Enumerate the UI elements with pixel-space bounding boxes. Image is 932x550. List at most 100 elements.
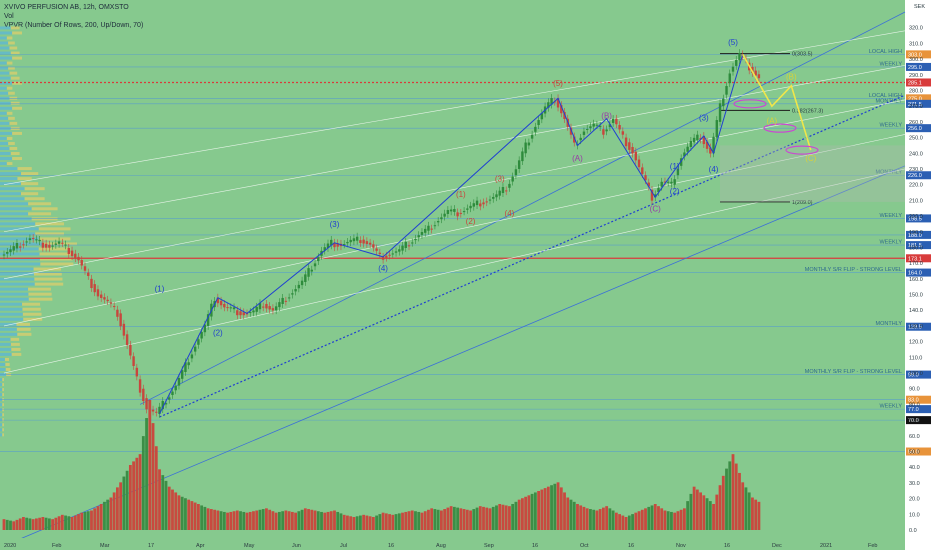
trendline-dotted xyxy=(159,94,906,418)
volume-bar xyxy=(614,512,618,530)
candle xyxy=(336,243,339,247)
price-tag xyxy=(906,50,931,59)
volume-bar xyxy=(751,497,754,530)
vpvr-bar-down xyxy=(33,267,62,271)
candle xyxy=(151,409,155,412)
vpvr-bar-up xyxy=(0,121,10,125)
vpvr-bar-down xyxy=(22,312,42,316)
volume-bar xyxy=(12,521,16,530)
vpvr-bar-up xyxy=(0,222,36,226)
vpvr-bar-up xyxy=(0,91,9,95)
volume-bar xyxy=(203,506,207,530)
volume-bar xyxy=(371,517,375,530)
candle xyxy=(657,188,660,192)
vpvr-bar-down xyxy=(9,46,18,50)
candle xyxy=(485,201,488,203)
x-tick-label: Apr xyxy=(196,543,205,549)
vpvr-bar-down xyxy=(38,227,71,231)
volume-bar xyxy=(627,515,631,530)
wave-label: (4) xyxy=(709,165,719,174)
y-tick-label: 130.0 xyxy=(909,324,923,330)
candle xyxy=(644,175,647,181)
x-tick-label: May xyxy=(244,543,255,549)
vpvr-bar-down xyxy=(34,282,64,286)
candle xyxy=(430,228,433,230)
volume-bar xyxy=(148,400,152,530)
x-tick-label: 17 xyxy=(148,543,154,549)
vpvr-bar-down xyxy=(24,187,45,191)
candle xyxy=(728,73,731,84)
price-tag xyxy=(906,230,931,239)
y-tick-label: 280.0 xyxy=(909,88,923,94)
price-tag xyxy=(906,171,931,180)
volume-bar xyxy=(550,485,553,530)
vpvr-bar-up xyxy=(0,413,3,417)
volume-bar xyxy=(122,476,126,530)
candle xyxy=(274,306,278,311)
volume-bar xyxy=(754,499,758,530)
vpvr-bar-down xyxy=(5,368,11,372)
candle xyxy=(203,324,207,333)
price-tag-text: 99.0 xyxy=(908,373,919,379)
volume-bar xyxy=(482,506,485,530)
candle xyxy=(278,302,281,308)
candle xyxy=(326,243,330,248)
vpvr-bar-up xyxy=(0,322,17,326)
candle xyxy=(443,213,446,217)
candle xyxy=(362,239,365,244)
volume-bar xyxy=(475,507,479,530)
volume-bar xyxy=(747,492,751,530)
volume-bar xyxy=(436,509,440,530)
volume-bar xyxy=(77,514,80,530)
candle xyxy=(96,289,100,297)
price-tag-text: 198.5 xyxy=(908,216,922,222)
volume-bar xyxy=(368,516,372,530)
vpvr-bar-down xyxy=(6,36,13,40)
vpvr-bar-down xyxy=(12,81,22,85)
volume-bar xyxy=(689,493,693,530)
candle xyxy=(346,241,349,244)
volume-bar xyxy=(242,511,246,530)
candle xyxy=(242,312,245,316)
volume-bar xyxy=(154,446,158,530)
vpvr-bar-up xyxy=(0,136,7,140)
volume-bar xyxy=(278,511,281,530)
volume-bar xyxy=(116,487,119,530)
candle xyxy=(112,306,116,308)
candle xyxy=(722,98,725,107)
candle xyxy=(223,303,226,308)
candle xyxy=(628,142,631,150)
vpvr-bar-up xyxy=(0,56,13,60)
candle xyxy=(508,183,511,188)
candle xyxy=(718,103,722,122)
volume-bar xyxy=(394,514,398,530)
candle xyxy=(177,378,181,386)
volume-bar xyxy=(498,504,502,530)
candle xyxy=(692,137,696,143)
candle xyxy=(495,194,498,198)
candle xyxy=(229,307,232,309)
vpvr-bar-up xyxy=(0,242,43,246)
candle xyxy=(731,66,735,72)
y-tick-label: 220.0 xyxy=(909,183,923,189)
volume-bar xyxy=(708,501,712,530)
y-tick-label: 290.0 xyxy=(909,73,923,79)
volume-bar xyxy=(73,515,77,530)
vpvr-bar-down xyxy=(16,322,30,326)
volume-bar xyxy=(579,505,583,530)
vpvr-bar-down xyxy=(17,167,32,171)
symbol-title: XVIVO PERFUSION AB, 12h, OMXSTO xyxy=(4,4,129,11)
target-ellipse xyxy=(785,145,819,155)
y-tick-label: 250.0 xyxy=(909,136,923,142)
volume-bar xyxy=(686,501,690,530)
vpvr-bar-up xyxy=(0,81,13,85)
candle xyxy=(145,398,148,410)
vpvr-bar-up xyxy=(0,212,29,216)
volume-bar xyxy=(329,511,333,530)
price-tag xyxy=(906,62,931,71)
volume-bar xyxy=(67,516,71,530)
candle xyxy=(323,247,326,251)
volume-bar xyxy=(180,496,184,530)
wave-label: (2) xyxy=(213,328,223,337)
